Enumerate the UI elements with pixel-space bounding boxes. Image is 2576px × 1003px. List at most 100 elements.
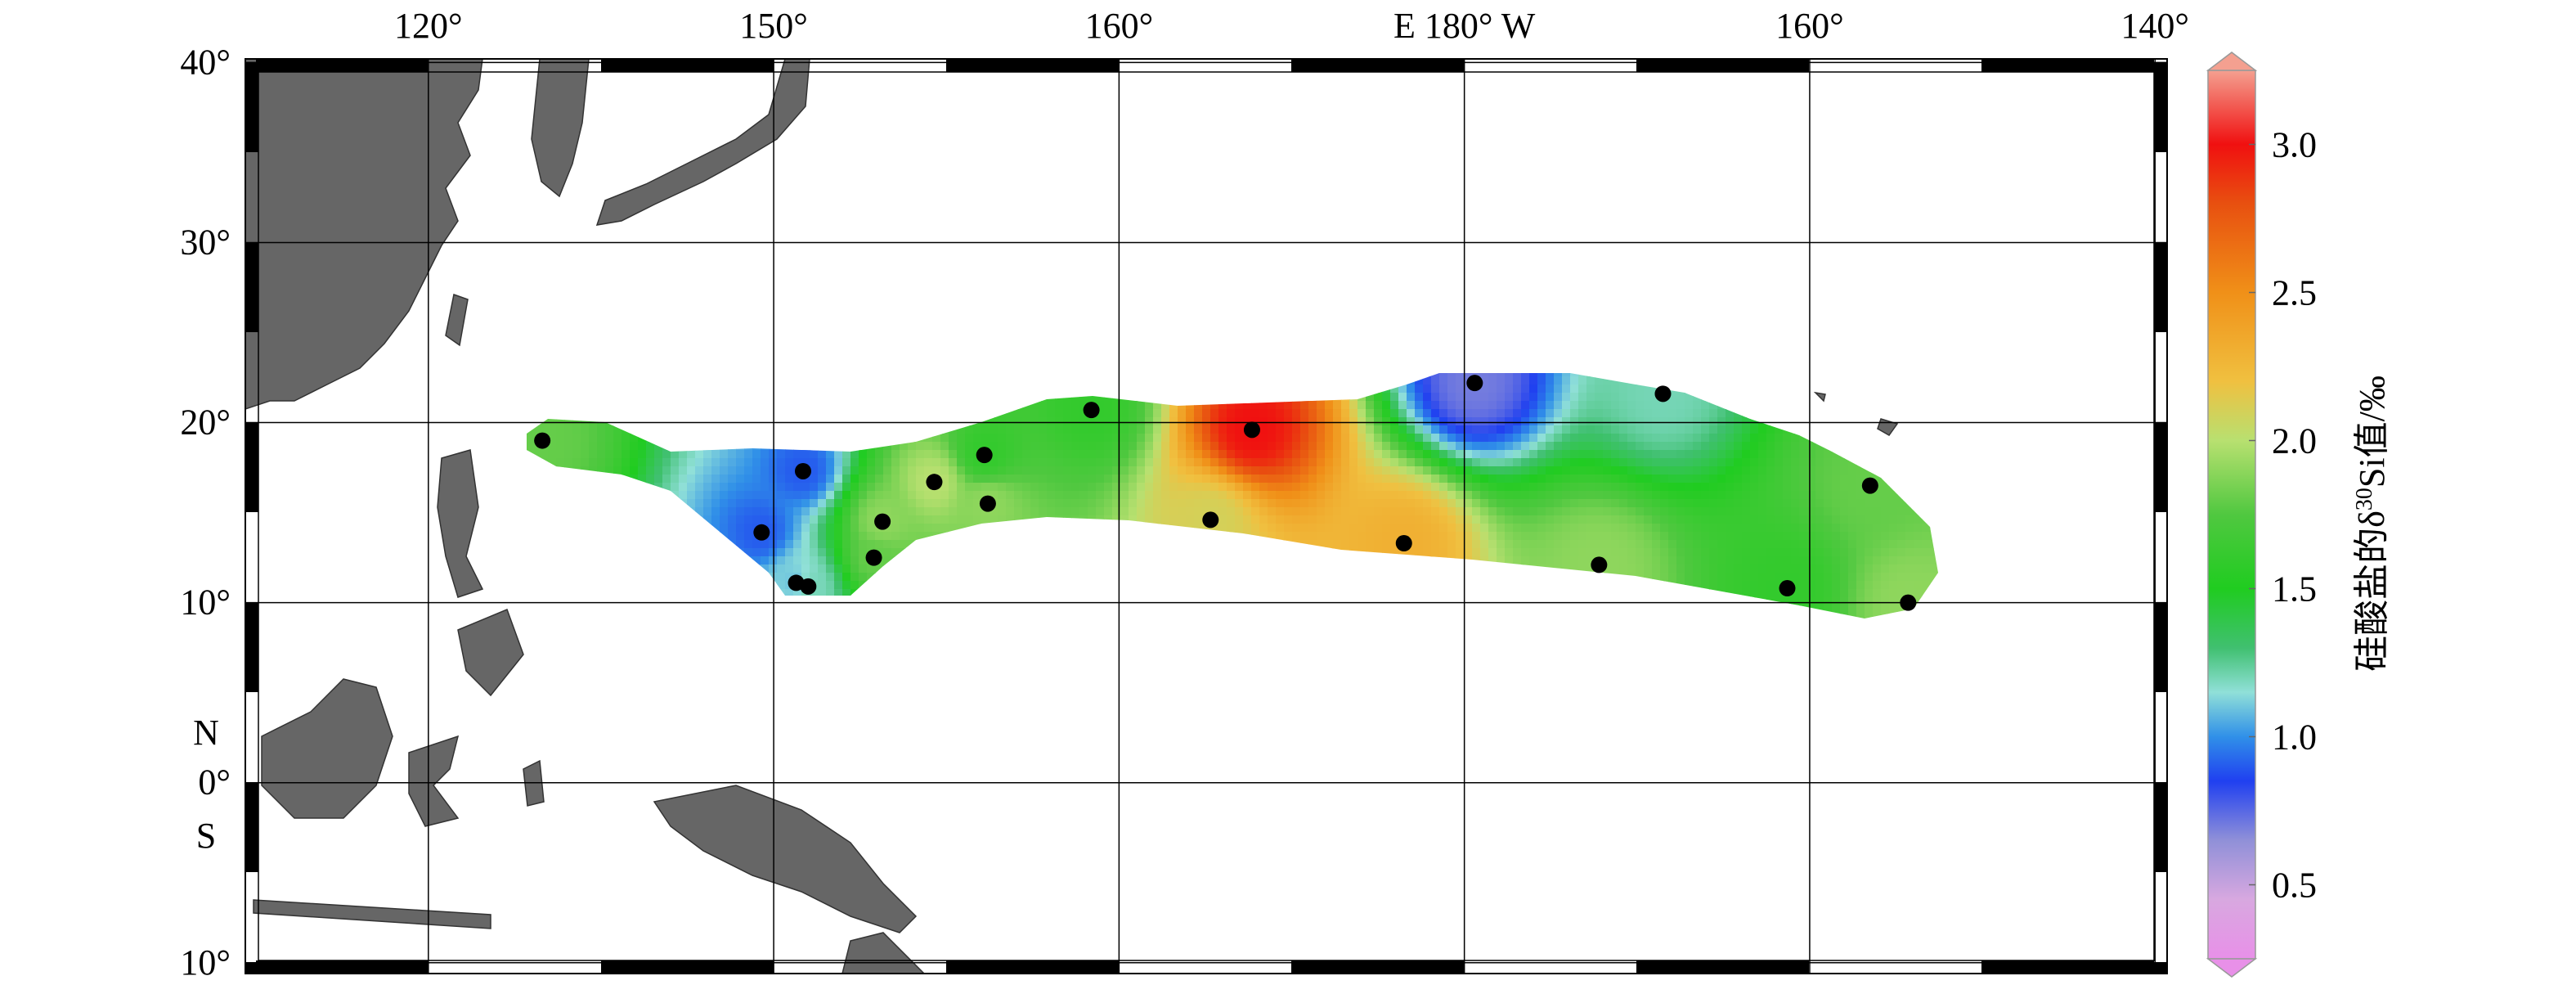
field-cell: [859, 564, 868, 573]
field-cell: [1529, 475, 1538, 484]
field-cell: [1488, 507, 1497, 516]
field-cell: [1742, 475, 1751, 484]
field-cell: [850, 483, 859, 492]
field-cell: [1938, 483, 1947, 492]
field-cell: [769, 483, 778, 492]
field-cell: [1374, 458, 1383, 467]
field-cell: [736, 573, 745, 582]
field-cell: [990, 393, 999, 402]
field-cell: [1897, 491, 1906, 500]
field-cell: [1276, 458, 1285, 467]
field-cell: [1856, 409, 1865, 418]
field-cell: [981, 401, 990, 410]
field-cell: [720, 589, 729, 598]
field-cell: [1905, 515, 1914, 524]
field-cell: [515, 368, 524, 377]
field-cell: [1161, 507, 1170, 516]
field-cell: [1603, 491, 1612, 500]
field-cell: [981, 548, 990, 557]
field-cell: [949, 524, 958, 533]
field-cell: [1268, 393, 1277, 402]
field-cell: [932, 564, 941, 573]
field-cell: [990, 524, 999, 533]
field-cell: [1840, 425, 1849, 434]
field-cell: [1055, 442, 1064, 451]
field-cell: [973, 524, 982, 533]
field-cell: [769, 409, 778, 418]
field-cell: [1529, 540, 1538, 549]
field-cell: [908, 581, 917, 590]
field-cell: [1210, 442, 1219, 451]
field-cell: [736, 483, 745, 492]
field-cell: [1611, 507, 1620, 516]
field-cell: [1161, 475, 1170, 484]
field-cell: [1807, 401, 1816, 410]
field-cell: [818, 393, 827, 402]
field-cell: [842, 515, 851, 524]
field-cell: [1897, 589, 1906, 598]
field-cell: [1358, 483, 1367, 492]
field-cell: [597, 564, 606, 573]
field-cell: [1766, 540, 1775, 549]
field-cell: [1627, 491, 1636, 500]
field-cell: [1652, 450, 1661, 459]
field-cell: [1243, 564, 1252, 573]
field-cell: [1766, 581, 1775, 590]
field-cell: [720, 532, 729, 541]
field-cell: [1439, 393, 1448, 402]
field-cell: [622, 442, 631, 451]
field-cell: [1071, 499, 1080, 508]
field-cell: [1292, 434, 1301, 443]
field-cell: [646, 385, 655, 394]
field-cell: [1456, 532, 1465, 541]
field-cell: [1652, 401, 1661, 410]
field-cell: [679, 450, 688, 459]
field-cell: [875, 442, 884, 451]
field-cell: [932, 409, 941, 418]
field-cell: [850, 401, 859, 410]
field-cell: [818, 573, 827, 582]
field-cell: [1546, 573, 1555, 582]
field-cell: [581, 450, 590, 459]
field-cell: [1636, 524, 1645, 533]
field-cell: [1693, 548, 1702, 557]
field-cell: [1349, 385, 1358, 394]
field-cell: [900, 442, 909, 451]
field-cell: [532, 393, 541, 402]
field-cell: [1742, 434, 1751, 443]
field-cell: [744, 491, 753, 500]
field-cell: [1660, 548, 1669, 557]
field-cell: [1619, 409, 1628, 418]
field-cell: [515, 434, 524, 443]
field-cell: [1570, 564, 1579, 573]
field-cell: [973, 581, 982, 590]
field-cell: [1308, 556, 1317, 565]
field-cell: [818, 540, 827, 549]
field-cell: [1456, 458, 1465, 467]
field-cell: [785, 376, 794, 385]
field-cell: [900, 385, 909, 394]
field-cell: [703, 417, 712, 426]
field-cell: [1537, 450, 1546, 459]
field-cell: [867, 483, 876, 492]
field-cell: [1169, 548, 1178, 557]
field-cell: [662, 524, 671, 533]
field-cell: [1276, 393, 1285, 402]
field-cell: [1627, 393, 1636, 402]
field-cell: [662, 556, 671, 565]
field-cell: [1603, 540, 1612, 549]
field-cell: [1251, 581, 1260, 590]
field-cell: [1750, 499, 1759, 508]
field-cell: [1505, 417, 1514, 426]
field-cell: [1726, 442, 1735, 451]
field-cell: [1129, 409, 1138, 418]
field-cell: [924, 417, 933, 426]
field-cell: [1480, 499, 1489, 508]
field-cell: [1382, 515, 1391, 524]
field-cell: [1096, 376, 1105, 385]
field-cell: [1554, 475, 1563, 484]
field-cell: [1341, 434, 1350, 443]
field-cell: [1439, 434, 1448, 443]
field-cell: [1726, 376, 1735, 385]
field-cell: [1840, 393, 1849, 402]
